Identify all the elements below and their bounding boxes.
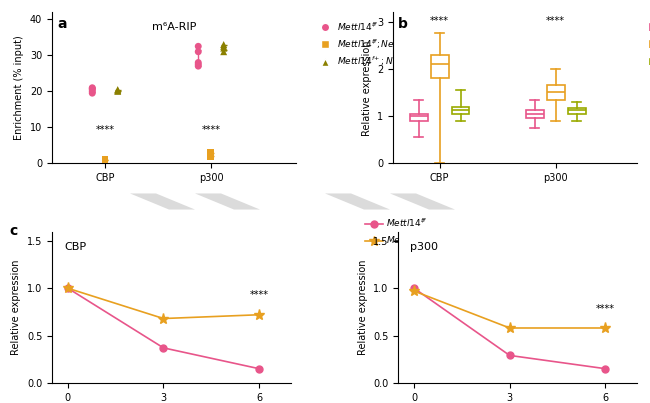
Y-axis label: Enrichment (% input): Enrichment (% input)	[14, 35, 24, 140]
Point	[100, 157, 110, 163]
Polygon shape	[130, 193, 195, 210]
Text: p300: p300	[410, 242, 438, 252]
Point	[87, 86, 98, 93]
Y-axis label: Relative expression: Relative expression	[361, 40, 372, 135]
Y-axis label: Relative expression: Relative expression	[11, 260, 21, 355]
Polygon shape	[390, 193, 455, 210]
Point	[218, 48, 229, 55]
Legend: $\it{Mettl14}$$^{f\!/\!f}$, $\it{Mettl14}$$^{f\!/\!f}$$\it{; Nestin-cre}$: $\it{Mettl14}$$^{f\!/\!f}$, $\it{Mettl14…	[362, 213, 489, 251]
Text: ****: ****	[96, 125, 114, 135]
Point	[193, 63, 203, 69]
Point	[218, 45, 229, 51]
Text: CBP: CBP	[64, 242, 86, 252]
Text: ****: ****	[430, 16, 449, 26]
Point	[100, 156, 110, 163]
Text: ****: ****	[250, 290, 268, 299]
Text: m⁶A-RIP: m⁶A-RIP	[151, 22, 196, 32]
Text: ****: ****	[595, 304, 615, 314]
Polygon shape	[325, 193, 390, 210]
Point	[193, 43, 203, 50]
Y-axis label: Relative expression: Relative expression	[358, 260, 367, 355]
Legend: $\it{Mettl14}$$^{f\!/\!f}$, $\it{Mettl14}$$^{f\!/\!f}$$\it{; Nestin-cre}$, $\it{: $\it{Mettl14}$$^{f\!/\!f}$, $\it{Mettl14…	[646, 17, 650, 72]
Point	[87, 88, 98, 95]
Point	[100, 157, 110, 164]
Polygon shape	[195, 193, 260, 210]
Text: c: c	[9, 224, 18, 238]
Point	[87, 90, 98, 96]
Legend: $\it{Mettl14}$$^{f\!/\!f}$, $\it{Mettl14}$$^{f\!/\!f}$$\it{; Nestin}$$\it{-cre}$: $\it{Mettl14}$$^{f\!/\!f}$, $\it{Mettl14…	[313, 17, 441, 72]
Point	[193, 61, 203, 68]
Point	[218, 41, 229, 48]
Text: b: b	[398, 17, 408, 31]
Point	[206, 152, 216, 158]
Point	[87, 85, 98, 92]
Point	[87, 85, 98, 91]
Point	[206, 150, 216, 157]
Point	[206, 150, 216, 156]
Text: a: a	[57, 17, 66, 31]
Point	[206, 151, 216, 158]
Point	[112, 86, 123, 93]
Point	[218, 43, 229, 50]
Point	[100, 157, 110, 163]
Text: ****: ****	[546, 16, 566, 26]
Point	[112, 88, 123, 95]
Point	[193, 48, 203, 55]
Point	[112, 87, 123, 94]
Text: ****: ****	[202, 125, 220, 135]
Point	[193, 59, 203, 66]
Point	[206, 153, 216, 160]
